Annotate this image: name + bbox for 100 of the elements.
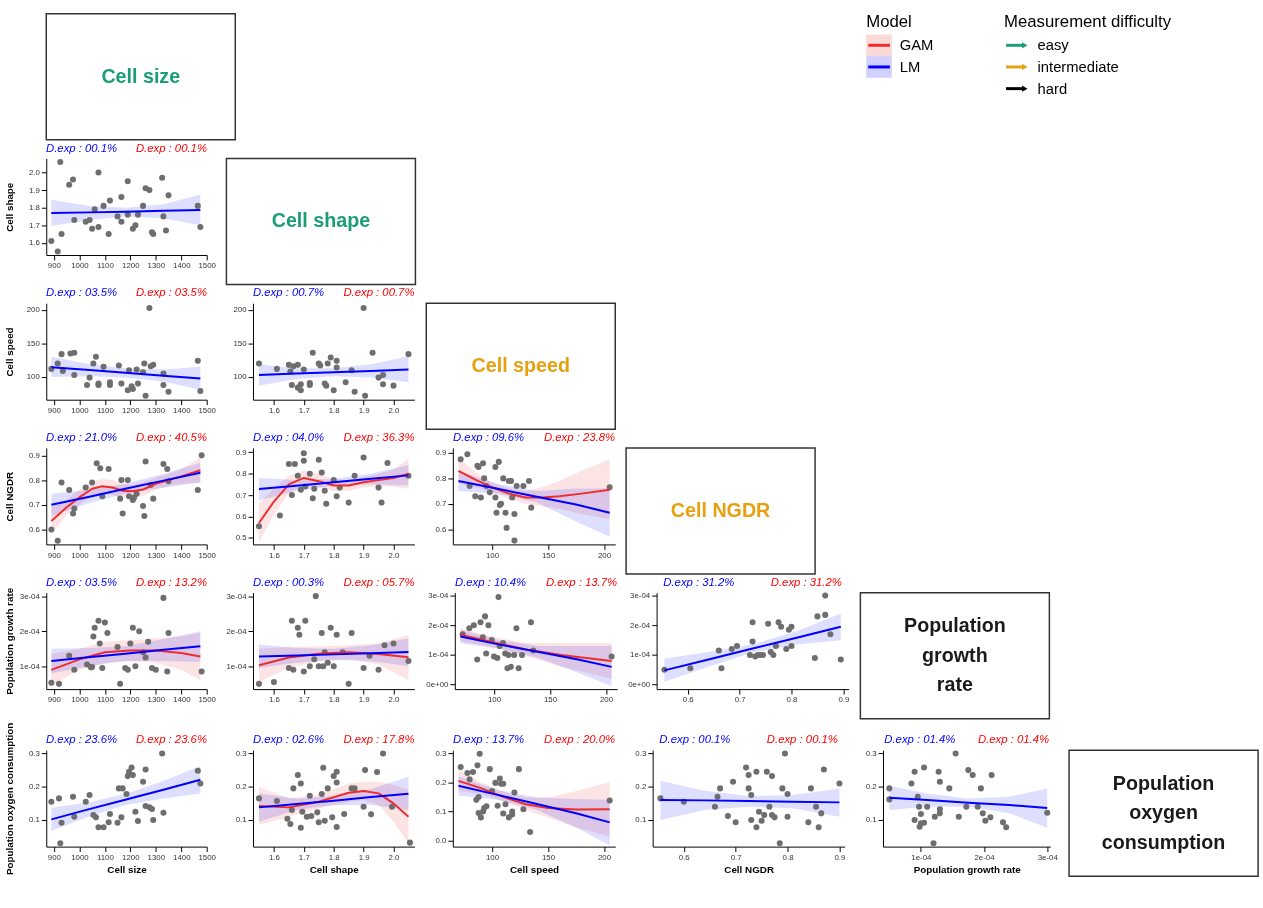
y-axis-title: Population oxygen consumption <box>4 722 16 876</box>
x-tick-label: 1.9 <box>358 852 370 862</box>
x-tick-label: 1500 <box>198 852 217 862</box>
y-tick-label: 0.6 <box>28 525 41 535</box>
y-tick-label: 2e-04 <box>19 626 41 636</box>
y-tick-label: 0.6 <box>235 512 248 521</box>
x-tick-label: 2.0 <box>388 550 401 560</box>
x-tick-label: 1300 <box>147 405 166 415</box>
x-tick-label: 200 <box>599 695 614 705</box>
y-tick-label: 1.9 <box>28 185 40 195</box>
text: D.exp : 21.0% <box>46 431 118 444</box>
y-tick-label: 0.3 <box>865 748 878 758</box>
text: Cell NGDR <box>670 498 771 521</box>
x-tick-label: 0.7 <box>734 695 746 705</box>
x-axis-title: Cell NGDR <box>724 863 774 875</box>
x-tick-label: 1200 <box>122 550 141 560</box>
x-tick-label: 0.9 <box>838 695 850 705</box>
x-tick-label: 1200 <box>122 695 141 705</box>
y-tick-label: 100 <box>26 372 41 382</box>
x-axis-title: Cell size <box>107 863 148 875</box>
x-tick-label: 1000 <box>71 550 90 560</box>
y-tick-label: 0.2 <box>865 782 877 792</box>
x-tick-label: 1500 <box>198 405 217 415</box>
x-tick-label: 1.6 <box>268 405 281 415</box>
x-tick-label: 1500 <box>198 695 217 705</box>
x-tick-label: 0.7 <box>730 852 742 862</box>
y-tick-label: 0.3 <box>235 748 248 758</box>
y-tick-label: 0.9 <box>28 450 40 460</box>
text: Cell speed <box>471 354 570 377</box>
y-tick-label: 100 <box>233 372 248 382</box>
x-axis-title: Population growth rate <box>913 863 1022 875</box>
y-tick-label: 0.3 <box>28 748 41 758</box>
x-tick-label: 1500 <box>198 550 217 560</box>
y-tick-label: 0e+00 <box>426 680 450 690</box>
y-tick-label: 1e-04 <box>630 650 651 660</box>
y-tick-label: 150 <box>233 338 248 348</box>
text: D.exp : 00.1% <box>46 141 118 154</box>
x-tick-label: 150 <box>541 550 556 560</box>
x-axis-title: Cell speed <box>509 863 560 875</box>
text: D.exp : 20.0% <box>543 733 616 746</box>
x-tick-label: 1400 <box>173 405 192 415</box>
x-tick-label: 1100 <box>96 550 115 560</box>
y-tick-label: 0.2 <box>28 782 40 792</box>
x-tick-label: 1400 <box>173 852 192 862</box>
text: D.exp : 04.0% <box>252 431 325 444</box>
x-tick-label: 1.6 <box>268 695 281 705</box>
x-tick-label: 1.9 <box>358 550 370 560</box>
category-label: hard <box>1037 80 1068 97</box>
y-tick-label: 0.8 <box>435 473 448 483</box>
text: D.exp : 00.3% <box>252 575 325 588</box>
x-tick-label: 100 <box>485 852 500 862</box>
text: D.exp : 00.7% <box>343 286 415 299</box>
x-tick-label: 0.8 <box>786 695 799 705</box>
x-tick-label: 1.8 <box>328 550 341 560</box>
y-axis-title: Cell NGDR <box>4 471 16 522</box>
y-tick-label: 0.7 <box>28 500 40 510</box>
y-tick-label: 150 <box>26 338 41 348</box>
y-tick-label: 0.1 <box>235 815 247 825</box>
x-tick-label: 1.8 <box>328 852 341 862</box>
category-label: intermediate <box>1037 58 1119 75</box>
x-tick-label: 2.0 <box>388 852 401 862</box>
category-label: GAM <box>899 37 934 54</box>
text: D.exp : 03.5% <box>46 575 118 588</box>
text: D.exp : 23.6% <box>135 733 207 746</box>
y-tick-label: 1e-04 <box>226 661 248 671</box>
x-tick-label: 1.6 <box>268 550 281 560</box>
y-tick-label: 1.7 <box>28 220 40 230</box>
x-tick-label: 1500 <box>198 261 217 271</box>
y-tick-label: 3e-04 <box>19 591 41 601</box>
x-tick-label: 900 <box>47 405 62 415</box>
category-label: easy <box>1037 37 1070 54</box>
x-tick-label: 1.9 <box>358 405 370 415</box>
x-tick-label: 150 <box>543 695 558 705</box>
y-tick-label: 3e-04 <box>428 591 450 601</box>
x-tick-label: 1.7 <box>298 405 310 415</box>
x-tick-label: 1e-04 <box>911 852 933 862</box>
x-tick-label: 1.8 <box>328 695 341 705</box>
text: D.exp : 03.5% <box>46 286 118 299</box>
x-tick-label: 3e-04 <box>1037 852 1059 862</box>
x-tick-label: 1200 <box>122 405 141 415</box>
text: D.exp : 13.7% <box>453 733 525 746</box>
x-tick-label: 1100 <box>96 405 115 415</box>
text: D.exp : 00.1% <box>135 141 207 154</box>
x-tick-label: 1300 <box>147 550 166 560</box>
y-tick-label: 2e-04 <box>428 620 450 630</box>
y-tick-label: 2e-04 <box>226 626 248 636</box>
text: D.exp : 17.8% <box>343 733 415 746</box>
y-tick-label: 0.2 <box>435 777 447 787</box>
y-tick-label: 0.6 <box>435 524 448 534</box>
y-tick-label: 0.9 <box>235 447 247 457</box>
text: D.exp : 01.4% <box>978 733 1050 746</box>
y-tick-label: 0.2 <box>635 782 647 792</box>
text: Population growth rate <box>904 614 1006 696</box>
y-tick-label: 200 <box>233 305 248 315</box>
y-tick-label: 3e-04 <box>630 591 651 601</box>
x-tick-label: 1200 <box>122 852 141 862</box>
y-tick-label: 1e-04 <box>428 650 450 660</box>
y-tick-label: 0e+00 <box>628 680 651 690</box>
y-tick-label: 2.0 <box>28 168 41 178</box>
x-tick-label: 900 <box>47 852 62 862</box>
